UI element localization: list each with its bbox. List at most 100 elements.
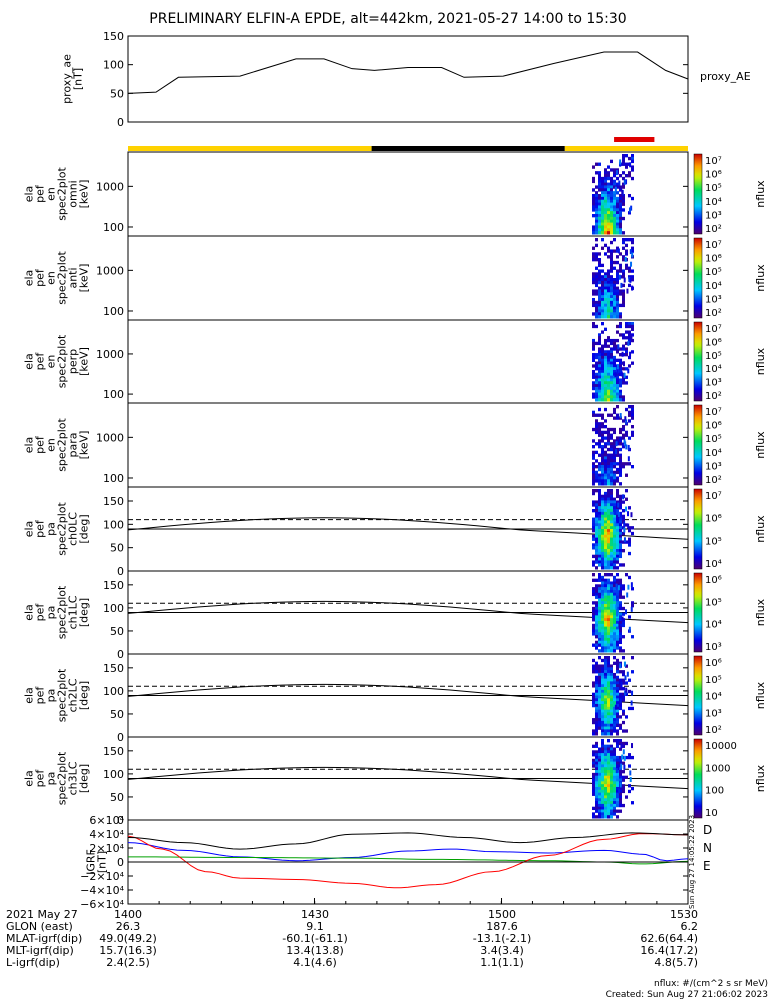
- spectrogram-pixel: [595, 509, 598, 513]
- spectrogram-pixel: [619, 159, 622, 165]
- spectrogram-pixel: [607, 589, 610, 594]
- spectrogram-pixel: [595, 761, 598, 765]
- spectrogram-pixel: [613, 635, 616, 639]
- spectrogram-pixel: [619, 196, 622, 201]
- spectrogram-pixel: [628, 626, 631, 632]
- spectrogram-pixel: [622, 549, 625, 553]
- spectrogram-pixel: [616, 775, 619, 779]
- spectrogram-pixel: [601, 398, 604, 402]
- spectrogram-pixel: [607, 612, 610, 616]
- spectrogram-pixel: [607, 729, 610, 733]
- spectrogram-pixel: [610, 781, 613, 785]
- spectrogram-pixel: [607, 312, 610, 316]
- spectrogram-pixel: [631, 405, 634, 409]
- spectrogram-pixel: [619, 692, 622, 696]
- spectrogram-pixel: [619, 546, 622, 550]
- spectrogram-pixel: [598, 479, 601, 483]
- spectrogram-pixel: [601, 526, 604, 530]
- spectrogram-pixel: [592, 612, 595, 616]
- spectrogram-pixel: [619, 578, 622, 582]
- spectrogram-pixel: [604, 436, 607, 440]
- spectrogram-pixel: [607, 509, 610, 513]
- spectrogram-pixel: [622, 162, 625, 166]
- spectrogram-pixel: [601, 246, 604, 250]
- spectrogram-pixel: [625, 252, 628, 256]
- spectrogram-pixel: [604, 606, 607, 611]
- spectrogram-pixel: [619, 381, 622, 385]
- spectrogram-pixel: [610, 758, 613, 763]
- ephemeris-row-label: 2021 May 27: [6, 908, 78, 921]
- spectrogram-pixel: [619, 398, 622, 402]
- spectrogram-pixel: [592, 698, 595, 702]
- spectrogram-pixel: [604, 395, 607, 399]
- spectrogram-pixel: [619, 809, 622, 813]
- spectrogram-pixel: [595, 517, 598, 521]
- spectrogram-pixel: [610, 369, 613, 374]
- spectrogram-pixel: [613, 292, 616, 296]
- spectrogram-pixel: [604, 470, 607, 475]
- spectrogram-pixel: [622, 563, 625, 567]
- spectrogram-pixel: [613, 238, 616, 242]
- spectrogram-pixel: [598, 626, 601, 630]
- ylabel-line: anti: [67, 267, 80, 288]
- ytick-label: 4×10⁴: [89, 828, 124, 841]
- spectrogram-pixel: [601, 292, 604, 296]
- spectrogram-pixel: [616, 540, 619, 544]
- ylabel-line: IGRF: [85, 849, 98, 875]
- spectrogram-pixel: [631, 269, 634, 273]
- spectrogram-pixel: [592, 196, 595, 201]
- spectrogram-pixel: [601, 649, 604, 653]
- spectrogram-pixel: [601, 681, 604, 685]
- spectrogram-pixel: [604, 295, 607, 299]
- spectrogram-pixel: [598, 764, 601, 768]
- spectrogram-pixel: [607, 185, 610, 189]
- spectrogram-pixel: [604, 701, 607, 705]
- spectrogram-pixel: [595, 775, 598, 779]
- spectrogram-pixel: [607, 584, 610, 588]
- spectrogram-pixel: [604, 601, 607, 605]
- ylabel-line: ela: [23, 521, 36, 538]
- panel-omni: 1000100elapefenspec2plotomni[keV]10⁷10⁶1…: [23, 151, 767, 237]
- spectrogram-pixel: [622, 635, 625, 639]
- spectrogram-pixel: [598, 462, 601, 466]
- spectrogram-pixel: [604, 509, 607, 513]
- ytick-label: 0: [117, 648, 124, 661]
- ytick-label: 100: [103, 472, 124, 485]
- colorbar-label: nflux: [754, 681, 767, 709]
- spectrogram-pixel: [607, 350, 610, 354]
- spectrogram-pixel: [616, 306, 619, 310]
- spectrogram-pixel: [610, 188, 613, 192]
- spectrogram-pixel: [601, 581, 604, 585]
- spectrogram-pixel: [619, 378, 622, 382]
- spectrogram-pixel: [604, 684, 607, 688]
- spectrogram-pixel: [621, 442, 624, 448]
- spectrogram-pixel: [613, 739, 616, 743]
- spectrogram-pixel: [610, 252, 613, 256]
- ephemeris-row-label: MLAT-igrf(dip): [6, 932, 82, 945]
- spectrogram-pixel: [592, 255, 595, 259]
- spectrogram-pixel: [625, 381, 628, 385]
- spectrogram-pixel: [595, 442, 598, 446]
- spectrogram-pixel: [604, 767, 607, 771]
- spectrogram-pixel: [607, 300, 610, 305]
- spectrogram-pixel: [613, 338, 616, 343]
- spectrogram-pixel: [592, 701, 595, 705]
- ytick-label: 150: [103, 30, 124, 43]
- spectrogram-pixel: [625, 715, 628, 719]
- spectrogram-pixel: [595, 306, 598, 310]
- spectrogram-pixel: [610, 275, 613, 279]
- spectrogram-pixel: [607, 389, 610, 394]
- spectrogram-pixel: [610, 772, 613, 777]
- spectrogram-pixel: [598, 578, 601, 582]
- spectrogram-pixel: [619, 540, 622, 544]
- spectrogram-pixel: [616, 338, 619, 343]
- spectrogram-pixel: [619, 266, 622, 270]
- spectrogram-pixel: [592, 578, 595, 582]
- colorbar-tick-label: 10⁵: [705, 267, 722, 278]
- spectrogram-pixel: [610, 684, 613, 688]
- colorbar-label: nflux: [754, 515, 767, 543]
- spectrogram-pixel: [598, 656, 601, 660]
- spectrogram-pixel: [613, 718, 616, 722]
- spectrogram-pixel: [622, 500, 625, 504]
- spectrogram-pixel: [592, 272, 595, 276]
